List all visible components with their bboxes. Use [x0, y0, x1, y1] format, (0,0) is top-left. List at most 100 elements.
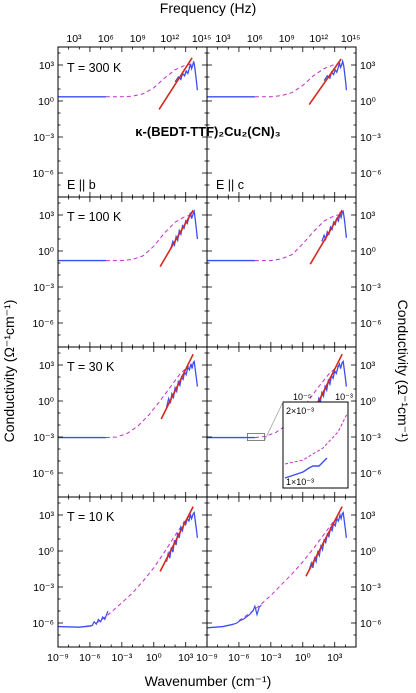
- temperature-label-10k: T = 10 K: [67, 510, 115, 524]
- y-tick-label-right: 10³: [360, 510, 376, 522]
- panel-plot: [58, 353, 199, 439]
- inset-top-tick-left: 10⁻⁵: [293, 392, 312, 402]
- lowf-data-line: [233, 604, 262, 625]
- y-tick-label-right: 10⁻⁶: [360, 168, 382, 180]
- temperature-label-300k: T = 300 K: [67, 61, 122, 75]
- bottom-tick-label: 10³: [327, 652, 343, 664]
- inset-y-tick-top: 2×10⁻³: [286, 406, 314, 416]
- power-law-fit: [160, 353, 194, 420]
- ir-data-line: [308, 511, 348, 571]
- inset-data-line: [284, 457, 328, 479]
- bottom-tick-label: 10⁻⁹: [196, 652, 218, 664]
- y-tick-label-right: 10⁰: [360, 96, 377, 108]
- power-law-fit: [159, 209, 194, 268]
- y-tick-label-left: 10⁻⁶: [32, 318, 54, 330]
- panel-plot: [58, 506, 199, 628]
- bottom-tick-label: 10⁰: [295, 652, 312, 664]
- inset-frame: [282, 401, 349, 489]
- panel-frame: [206, 196, 357, 348]
- top-tick-label: 10³: [215, 33, 231, 45]
- bottom-tick-label: 10⁻⁶: [228, 652, 250, 664]
- y-tick-label-right: 10⁰: [360, 546, 377, 558]
- model-curve: [254, 63, 342, 98]
- temperature-label-100k: T = 100 K: [67, 210, 122, 224]
- y-tick-label-left: 10⁰: [38, 396, 55, 408]
- y-tick-label-left: 10⁻⁶: [32, 468, 54, 480]
- power-law-fit: [305, 506, 343, 577]
- panel-2: 10³ 10⁰ 10⁻³ 10⁻⁶: [32, 196, 208, 348]
- bottom-tick-label: 10⁻⁶: [79, 652, 101, 664]
- inset-top-tick-right: 10⁻³: [335, 392, 353, 402]
- bottom-tick-label: 10⁰: [146, 652, 163, 664]
- y-tick-label-left: 10⁻³: [33, 432, 54, 444]
- power-law-fit: [158, 57, 193, 110]
- ir-data-line: [174, 61, 199, 91]
- y-tick-label-left: 10⁻⁶: [32, 618, 54, 630]
- panel-plot: [207, 58, 348, 106]
- panel-3: 10³ 10⁰ 10⁻³ 10⁻⁶: [206, 196, 382, 348]
- panel-0: 10³ 10⁰ 10⁻³ 10⁻⁶ 10³ 10⁶ 10⁹ 10¹² 10¹⁵: [32, 33, 212, 198]
- top-tick-label: 10¹²: [309, 33, 328, 45]
- y-tick-label-right: 10⁰: [360, 396, 377, 408]
- bottom-tick-label: 10⁻³: [111, 652, 132, 664]
- right-axis-title: Conductivity (Ω⁻¹cm⁻¹): [395, 300, 411, 443]
- ir-data-line: [165, 511, 199, 562]
- y-tick-label-left: 10⁻³: [33, 132, 54, 144]
- panel-6: 10³ 10⁰ 10⁻³ 10⁻⁶ 10⁻⁹ 10⁻⁶ 10⁻³ 10⁰ 10³: [32, 496, 208, 664]
- top-tick-label: 10⁶: [98, 33, 114, 45]
- left-axis-title: Conductivity (Ω⁻¹cm⁻¹): [1, 300, 17, 443]
- y-tick-label-left: 10⁰: [38, 246, 55, 258]
- y-tick-label-right: 10⁰: [360, 246, 377, 258]
- model-curve: [238, 514, 341, 622]
- inset-connector: [264, 401, 284, 441]
- y-tick-label-right: 10⁻³: [360, 132, 381, 144]
- compound-formula: κ-(BEDT-TTF)₂Cu₂(CN)₃: [135, 124, 280, 139]
- lowf-data-line: [89, 610, 109, 627]
- model-curve: [105, 63, 193, 98]
- y-tick-label-left: 10⁻³: [33, 582, 54, 594]
- y-tick-label-left: 10⁰: [38, 96, 55, 108]
- y-tick-label-left: 10³: [39, 210, 55, 222]
- panel-4: 10³ 10⁰ 10⁻³ 10⁻⁶: [32, 346, 208, 498]
- y-tick-label-right: 10⁻³: [360, 432, 381, 444]
- power-law-fit: [308, 58, 342, 106]
- dc-data-line: [207, 623, 234, 629]
- ir-data-line: [323, 58, 348, 91]
- inset-y-tick-bottom: 1×10⁻³: [286, 477, 314, 487]
- top-tick-label: 10⁶: [247, 33, 263, 45]
- y-tick-label-left: 10³: [39, 510, 55, 522]
- y-tick-label-right: 10⁻³: [360, 282, 381, 294]
- y-tick-label-right: 10³: [360, 360, 376, 372]
- inset-zoom-box: [247, 432, 265, 441]
- power-law-fit: [309, 209, 343, 265]
- y-tick-label-right: 10⁻⁶: [360, 318, 382, 330]
- panel-plot: [207, 506, 348, 629]
- y-tick-label-right: 10³: [360, 60, 376, 72]
- bottom-tick-label: 10³: [178, 652, 194, 664]
- top-tick-label: 10⁹: [279, 33, 295, 45]
- top-tick-label: 10¹⁵: [341, 33, 361, 45]
- panel-7: 10³ 10⁰ 10⁻³ 10⁻⁶ 10⁻⁹ 10⁻⁶ 10⁻³ 10⁰ 10³: [196, 496, 382, 664]
- inset-layer: 10⁻⁵ 10⁻³ 2×10⁻³ 1×10⁻³: [247, 392, 353, 489]
- bottom-tick-label: 10⁻⁹: [47, 652, 69, 664]
- bottom-axis-title: Wavenumber (cm⁻¹): [145, 673, 272, 689]
- top-axis-title: Frequency (Hz): [160, 0, 256, 16]
- bottom-tick-label: 10⁻³: [260, 652, 281, 664]
- top-tick-label: 10¹⁵: [192, 33, 212, 45]
- y-tick-label-left: 10⁰: [38, 546, 55, 558]
- model-curve: [105, 214, 193, 262]
- dc-data-line: [58, 625, 90, 628]
- panel-1: 10³ 10⁰ 10⁻³ 10⁻⁶ 10³ 10⁶ 10⁹ 10¹² 10¹⁵: [206, 33, 382, 198]
- y-tick-label-left: 10³: [39, 360, 55, 372]
- model-curve: [105, 365, 190, 439]
- y-tick-label-left: 10⁻⁶: [32, 168, 54, 180]
- power-law-fit: [159, 506, 194, 572]
- y-tick-label-right: 10⁻⁶: [360, 618, 382, 630]
- labels-layer: Frequency (Hz) Wavenumber (cm⁻¹) Conduct…: [1, 0, 411, 689]
- top-tick-label: 10¹²: [160, 33, 179, 45]
- y-tick-label-right: 10⁻³: [360, 582, 381, 594]
- y-tick-label-right: 10⁻⁶: [360, 468, 382, 480]
- y-tick-label-left: 10⁻³: [33, 282, 54, 294]
